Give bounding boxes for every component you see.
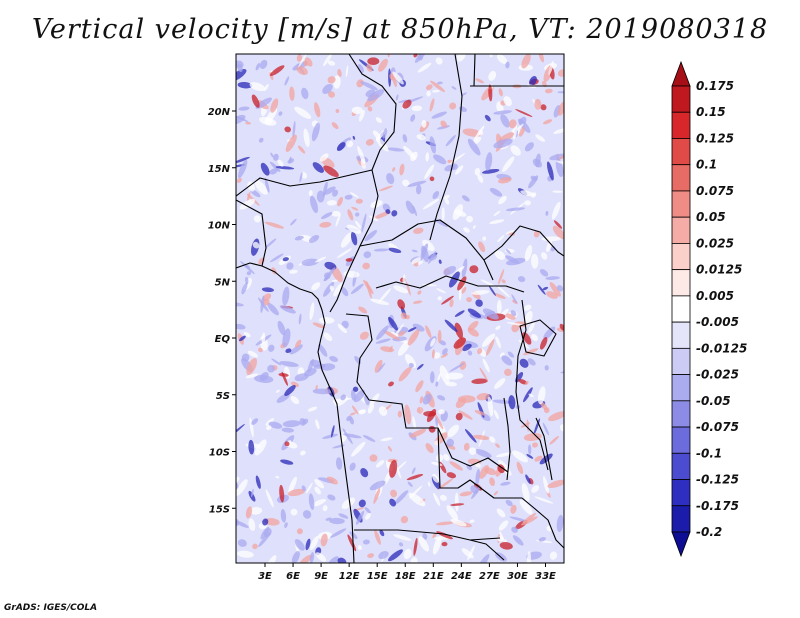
border-west-africa <box>236 199 267 267</box>
colorbar-swatch <box>671 452 691 480</box>
border-chad-sudan <box>429 54 463 241</box>
colorbar-label: -0.2 <box>696 525 722 539</box>
colorbar-swatch <box>671 243 691 271</box>
lon-label: 21E <box>423 571 444 582</box>
border-niger-chad <box>348 54 397 171</box>
colorbar-label: 0.05 <box>696 210 726 224</box>
colorbar-swatch <box>671 400 691 428</box>
vertical-velocity-field <box>236 54 564 563</box>
colorbar-label: 0.175 <box>696 79 734 93</box>
map-title: Vertical velocity [m/s] at 850hPa, VT: 2… <box>31 14 769 45</box>
colorbar-swatch <box>671 505 691 533</box>
lon-label: 6E <box>286 571 300 582</box>
grads-credit: GrADS: IGES/COLA <box>4 603 98 613</box>
colorbar: 0.175 0.15 0.125 0.1 0.075 0.05 0.025 0.0125 0.0… <box>671 60 747 558</box>
colorbar-swatch <box>671 85 691 113</box>
border-malawi <box>535 417 553 481</box>
colorbar-label: 0.025 <box>696 236 734 250</box>
border-angola-zambia <box>437 427 522 499</box>
border-east-africa <box>515 299 549 471</box>
border-congo <box>345 313 373 401</box>
colorbar-label: 0.15 <box>696 105 726 119</box>
colorbar-label: 0.125 <box>696 132 734 146</box>
colorbar-swatch <box>671 190 691 218</box>
colorbar-swatch <box>671 426 691 454</box>
border-car-drc <box>375 275 525 293</box>
lon-label: 12E <box>339 571 360 582</box>
colorbar-swatch <box>671 295 691 323</box>
lat-label: EQ <box>215 334 231 345</box>
colorbar-swatch <box>671 216 691 244</box>
border-lake-tanganyika <box>503 397 511 481</box>
lon-label: 27E <box>479 571 500 582</box>
lon-label: 30E <box>507 571 528 582</box>
latitude-axis: 20N 15N 10N 5N EQ 5S 10S 15S <box>208 107 236 515</box>
colorbar-label: -0.175 <box>696 499 739 513</box>
colorbar-swatch <box>671 479 691 507</box>
colorbar-swatch <box>671 60 691 87</box>
border-drc-south <box>368 399 509 473</box>
lon-label: 15E <box>367 571 388 582</box>
colorbar-label: -0.125 <box>696 473 739 487</box>
colorbar-swatch <box>671 269 691 297</box>
lon-label: 33E <box>535 571 556 582</box>
lon-label: 18E <box>395 571 416 582</box>
country-borders <box>236 54 564 563</box>
longitude-axis: 3E 6E 9E 12E 15E 18E 21E 24E 27E 30E 33E <box>258 563 556 582</box>
border-namibia <box>354 529 501 541</box>
plot-frame <box>235 53 565 564</box>
colorbar-label: 0.005 <box>696 289 734 303</box>
border-sudan-east <box>473 54 476 87</box>
colorbar-swatch <box>671 321 691 349</box>
lat-label: 20N <box>208 107 231 118</box>
border-nigeria-niger <box>236 169 373 197</box>
lat-label: 5N <box>215 277 231 288</box>
colorbar-label: -0.075 <box>696 420 739 434</box>
lat-label: 5S <box>216 391 230 402</box>
lon-label: 3E <box>258 571 272 582</box>
colorbar-swatch <box>671 111 691 139</box>
colorbar-label: 0.075 <box>696 184 734 198</box>
border-lake-victoria <box>519 319 557 357</box>
colorbar-swatch <box>671 138 691 166</box>
lon-label: 9E <box>314 571 328 582</box>
lat-label: 10N <box>208 221 231 232</box>
lat-label: 15S <box>209 504 230 515</box>
coastline <box>236 262 355 563</box>
colorbar-swatch <box>671 347 691 375</box>
lon-label: 24E <box>451 571 472 582</box>
colorbar-label: -0.05 <box>696 394 731 408</box>
colorbar-swatch <box>671 531 691 558</box>
border-ethiopia <box>483 225 564 261</box>
colorbar-label: -0.005 <box>696 315 739 329</box>
colorbar-label: 0.1 <box>696 158 717 172</box>
border-mozambique <box>521 497 564 549</box>
lat-label: 15N <box>208 164 231 175</box>
colorbar-swatch <box>671 164 691 192</box>
colorbar-label: -0.025 <box>696 368 739 382</box>
lat-label: 10S <box>209 448 230 459</box>
colorbar-label: 0.0125 <box>696 263 742 277</box>
colorbar-label: -0.0125 <box>696 341 747 355</box>
border-zimbabwe <box>469 539 505 561</box>
colorbar-swatch <box>671 374 691 402</box>
colorbar-label: -0.1 <box>696 446 722 460</box>
